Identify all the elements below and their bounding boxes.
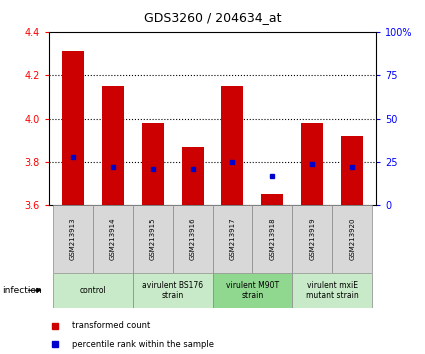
Text: GSM213918: GSM213918 xyxy=(269,218,275,260)
Bar xyxy=(133,273,212,308)
Bar xyxy=(292,205,332,273)
Text: virulent M90T
strain: virulent M90T strain xyxy=(226,281,279,300)
Bar xyxy=(341,136,363,205)
Bar xyxy=(173,205,212,273)
Text: GSM213914: GSM213914 xyxy=(110,218,116,260)
Text: GSM213920: GSM213920 xyxy=(349,218,355,260)
Bar xyxy=(62,51,84,205)
Bar xyxy=(133,205,173,273)
Bar xyxy=(292,273,372,308)
Bar xyxy=(212,205,252,273)
Bar xyxy=(142,123,164,205)
Bar xyxy=(93,205,133,273)
Bar xyxy=(261,194,283,205)
Bar xyxy=(332,205,372,273)
Bar xyxy=(301,123,323,205)
Bar xyxy=(102,86,124,205)
Text: GSM213919: GSM213919 xyxy=(309,218,315,260)
Bar xyxy=(53,205,93,273)
Bar xyxy=(221,86,244,205)
Text: percentile rank within the sample: percentile rank within the sample xyxy=(72,340,214,349)
Text: GSM213917: GSM213917 xyxy=(230,218,235,260)
Text: GSM213913: GSM213913 xyxy=(70,218,76,260)
Text: transformed count: transformed count xyxy=(72,321,150,331)
Bar xyxy=(53,273,133,308)
Text: GSM213916: GSM213916 xyxy=(190,218,196,260)
Bar xyxy=(252,205,292,273)
Text: avirulent BS176
strain: avirulent BS176 strain xyxy=(142,281,203,300)
Text: infection: infection xyxy=(2,286,42,295)
Text: GSM213915: GSM213915 xyxy=(150,218,156,260)
Bar xyxy=(181,147,204,205)
Bar xyxy=(212,273,292,308)
Text: GDS3260 / 204634_at: GDS3260 / 204634_at xyxy=(144,11,281,24)
Text: virulent mxiE
mutant strain: virulent mxiE mutant strain xyxy=(306,281,359,300)
Text: control: control xyxy=(79,286,106,295)
